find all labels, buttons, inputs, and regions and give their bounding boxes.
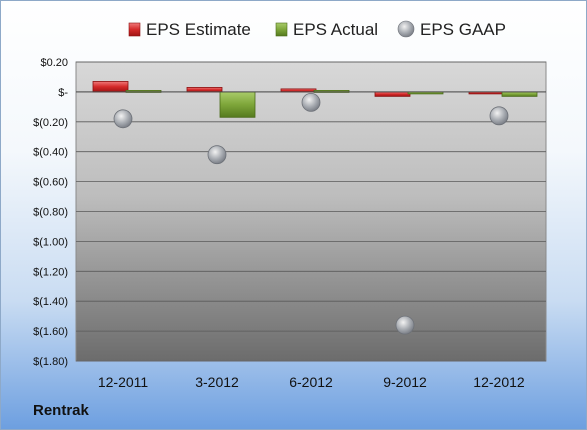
x-axis: 12-2011 3-2012 6-2012 9-2012 12-2012 — [98, 374, 525, 390]
eps-estimate-bar — [186, 87, 223, 93]
eps-gaap-point — [395, 315, 415, 335]
legend-estimate-swatch — [128, 22, 141, 37]
y-tick-label: $(0.60) — [33, 177, 68, 189]
y-tick-label: $(1.00) — [33, 236, 68, 248]
y-tick-label: $(1.80) — [33, 356, 68, 368]
gaap-points — [113, 92, 509, 335]
legend-gaap-swatch — [397, 20, 415, 38]
legend-label: EPS Actual — [293, 20, 378, 39]
y-tick-label: $(1.20) — [33, 266, 68, 278]
legend-actual-swatch — [275, 22, 288, 37]
y-axis: $0.20 $- $(0.20) $(0.40) $(0.60) $(0.80) $(1.0… — [33, 57, 68, 368]
legend-label: EPS GAAP — [420, 20, 506, 39]
eps-gaap-point — [489, 106, 509, 126]
eps-gaap-point — [113, 109, 133, 129]
y-tick-label: $(1.60) — [33, 326, 68, 338]
eps-estimate-bar — [374, 91, 411, 97]
x-tick-label: 9-2012 — [383, 374, 427, 390]
eps-gaap-point — [301, 92, 321, 112]
eps-gaap-point — [207, 145, 227, 165]
legend-label: EPS Estimate — [146, 20, 251, 39]
x-tick-label: 6-2012 — [289, 374, 333, 390]
y-tick-label: $(0.20) — [33, 117, 68, 129]
company-name: Rentrak — [33, 402, 89, 419]
y-tick-label: $(0.40) — [33, 147, 68, 159]
eps-estimate-bar — [92, 81, 129, 93]
x-tick-label: 12-2011 — [98, 374, 149, 390]
x-tick-label: 3-2012 — [195, 374, 239, 390]
eps-actual-bar — [219, 91, 256, 118]
y-tick-label: $(1.40) — [33, 296, 68, 308]
bars — [76, 81, 546, 118]
legend: EPS Estimate EPS Actual EPS GAAP — [128, 20, 506, 39]
y-tick-label: $0.20 — [40, 57, 68, 69]
y-tick-label: $- — [58, 87, 68, 99]
x-tick-label: 12-2012 — [473, 374, 525, 390]
eps-actual-bar — [501, 91, 538, 97]
y-tick-label: $(0.80) — [33, 207, 68, 219]
